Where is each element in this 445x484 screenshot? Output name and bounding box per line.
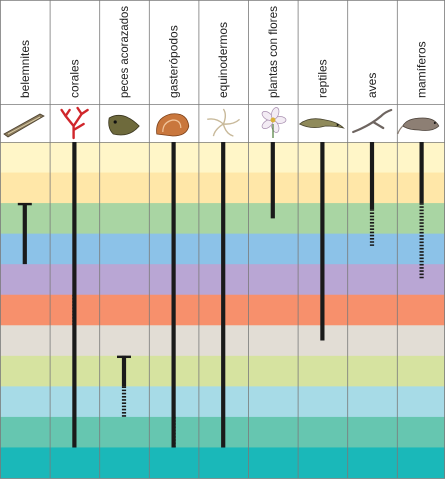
lizard-icon	[298, 118, 345, 129]
coral-icon	[60, 106, 89, 140]
column-label: gasterópodos	[167, 25, 181, 98]
bird-icon	[352, 108, 393, 134]
column-label: mamíferos	[415, 41, 429, 98]
column-label: aves	[365, 73, 379, 98]
starfish-icon	[207, 108, 241, 137]
column-label: corales	[67, 59, 81, 98]
column-label: peces acorazados	[117, 6, 131, 98]
header-background	[0, 0, 445, 142]
column-header-icons	[3, 106, 440, 140]
flower-icon	[261, 107, 287, 138]
column-header-labels: belemnites corales peces acorazados gasteró…	[18, 6, 429, 98]
column-label: equinodermos	[216, 22, 230, 98]
snail-shell-icon	[156, 113, 190, 137]
period-band	[0, 447, 445, 479]
column-label: reptiles	[315, 59, 329, 98]
column-label: belemnites	[18, 40, 32, 98]
range-bars	[17, 142, 424, 448]
column-label: plantas con flores	[266, 6, 280, 98]
belemnite-fossil-icon	[3, 113, 45, 138]
rat-icon	[397, 117, 440, 135]
armored-fish-icon	[108, 114, 140, 136]
